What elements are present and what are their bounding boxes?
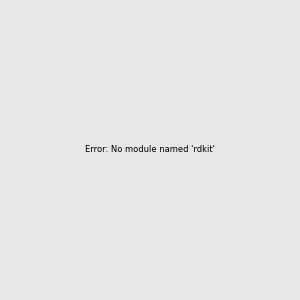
Text: Error: No module named 'rdkit': Error: No module named 'rdkit': [85, 146, 215, 154]
